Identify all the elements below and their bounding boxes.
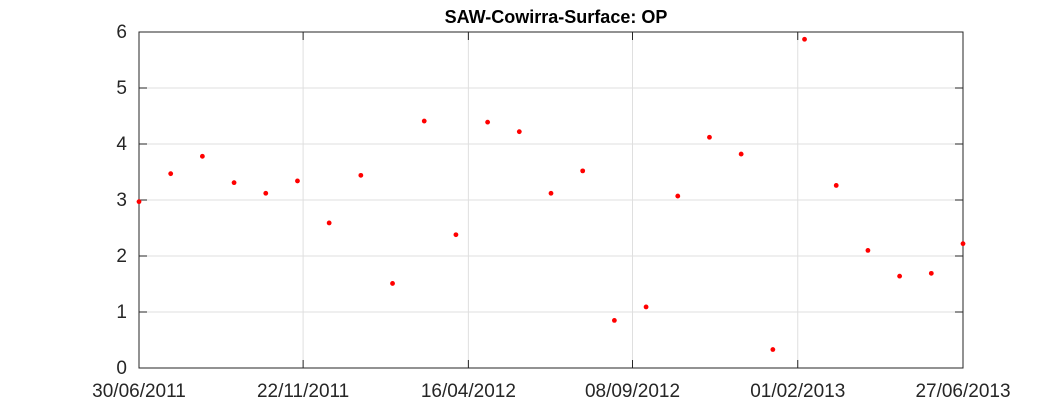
- y-tick-label: 0: [116, 358, 127, 379]
- scatter-point: [928, 270, 934, 276]
- scatter-point: [390, 281, 395, 286]
- scatter-point: [326, 220, 332, 226]
- x-tick-label: 22/11/2011: [257, 381, 349, 402]
- scatter-point: [707, 134, 712, 140]
- x-tick-label: 30/06/2011: [92, 381, 186, 402]
- x-tick-label: 16/04/2012: [421, 381, 516, 402]
- scatter-point: [421, 118, 427, 124]
- points-layer: [136, 36, 966, 352]
- y-tick-label: 6: [116, 22, 127, 43]
- scatter-point: [358, 172, 364, 178]
- x-ticks-layer: 30/06/2011 22/11/2011 16/04/2012 08/09/2012…: [92, 32, 1011, 402]
- y-ticks-layer: 0 1 2 3 4 5 6: [116, 22, 963, 379]
- scatter-point: [199, 153, 205, 159]
- scatter-point: [865, 248, 871, 253]
- scatter-point: [580, 168, 586, 174]
- scatter-point: [738, 151, 744, 157]
- grid-layer: [138, 31, 964, 369]
- scatter-point: [611, 318, 617, 323]
- y-tick-label: 2: [116, 246, 127, 267]
- y-tick-label: 3: [116, 190, 127, 211]
- y-tick-label: 5: [116, 78, 127, 99]
- scatter-point: [643, 304, 649, 310]
- scatter-point: [485, 119, 491, 125]
- scatter-point: [897, 273, 903, 279]
- scatter-point: [770, 347, 776, 352]
- scatter-point: [168, 171, 174, 177]
- y-tick-label: 1: [116, 302, 127, 323]
- scatter-point: [802, 36, 807, 42]
- x-tick-label: 08/09/2012: [585, 381, 680, 402]
- scatter-point: [548, 190, 554, 196]
- x-tick-label: 27/06/2013: [915, 381, 1010, 402]
- chart-title: SAW-Cowirra-Surface: OP: [445, 7, 668, 27]
- scatter-point: [675, 193, 681, 199]
- x-tick-label: 01/02/2013: [750, 381, 845, 402]
- scatter-point: [136, 199, 142, 205]
- scatter-point: [263, 190, 269, 196]
- scatter-point: [516, 129, 522, 135]
- scatter-point: [295, 178, 300, 184]
- scatter-point: [231, 180, 237, 186]
- scatter-point: [960, 241, 966, 247]
- scatter-point: [453, 232, 459, 238]
- scatter-point: [833, 183, 839, 188]
- y-tick-label: 4: [116, 134, 127, 155]
